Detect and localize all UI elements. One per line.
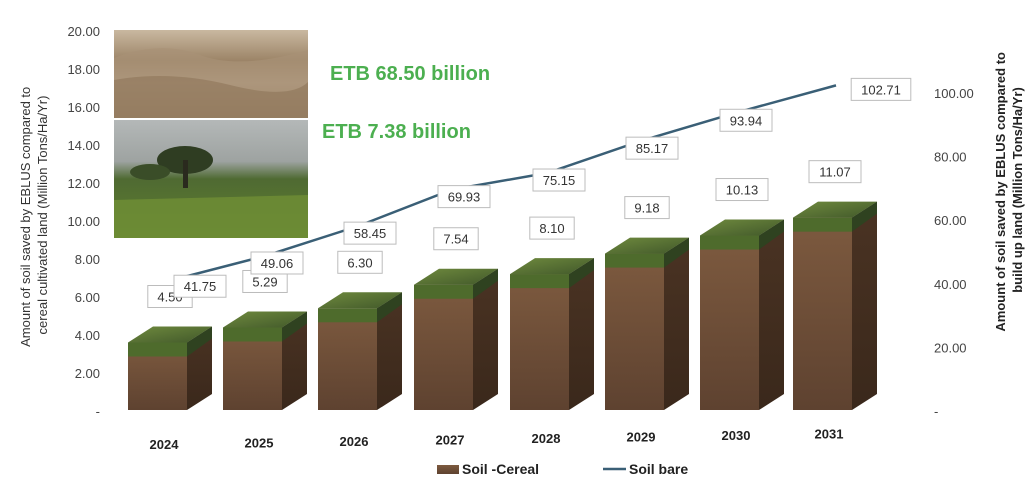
bar-series-soil-cereal: 4.50 5.29 6.30 7.54 8.10 9.18 10.13 11.07 bbox=[128, 160, 877, 410]
left-y-axis-title: Amount of soil saved by EBLUS compared t… bbox=[18, 83, 50, 347]
bar-data-label: 7.54 bbox=[443, 232, 468, 247]
y-tick-label: 2.00 bbox=[75, 366, 100, 381]
bar-data-label: 9.18 bbox=[634, 201, 659, 216]
line-series-soil-bare: 41.75 49.06 58.45 69.93 75.15 85.17 93.94 102.7… bbox=[173, 77, 912, 298]
y2-tick-label: 80.00 bbox=[934, 150, 967, 165]
y2-tick-label: 60.00 bbox=[934, 213, 967, 228]
y-tick-label: 10.00 bbox=[67, 214, 100, 229]
bar-data-label: 8.10 bbox=[539, 221, 564, 236]
bar-soil-cereal: 11.07 bbox=[793, 160, 877, 410]
x-tick-label: 2024 bbox=[150, 437, 180, 452]
x-tick-label: 2030 bbox=[722, 428, 751, 443]
bar-soil-cereal: 7.54 bbox=[414, 227, 498, 410]
y-tick-label: 8.00 bbox=[75, 252, 100, 267]
x-tick-label: 2028 bbox=[532, 431, 561, 446]
legend: Soil -Cereal Soil bare bbox=[437, 461, 688, 477]
svg-text:Soil bare: Soil bare bbox=[629, 461, 688, 477]
y-tick-label: 20.00 bbox=[67, 24, 100, 39]
cereal-field-photo bbox=[114, 120, 308, 238]
line-data-label: 49.06 bbox=[261, 256, 294, 271]
y2-tick-label: 100.00 bbox=[934, 86, 974, 101]
line-data-label: 93.94 bbox=[730, 113, 763, 128]
annotation-total-bare: ETB 68.50 billion bbox=[330, 63, 490, 85]
y2-tick-label: 40.00 bbox=[934, 277, 967, 292]
y2-tick-label: 20.00 bbox=[934, 340, 967, 355]
y-tick-label: 6.00 bbox=[75, 290, 100, 305]
bar-soil-cereal: 10.13 bbox=[700, 178, 784, 410]
line-data-label: 58.45 bbox=[354, 226, 387, 241]
bar-data-label: 5.29 bbox=[252, 274, 277, 289]
line-data-label: 41.75 bbox=[184, 279, 217, 294]
y-tick-label: 12.00 bbox=[67, 176, 100, 191]
y-tick-label: - bbox=[96, 404, 100, 419]
x-tick-label: 2027 bbox=[436, 433, 465, 448]
bar-soil-cereal: 5.29 bbox=[223, 269, 307, 410]
x-tick-label: 2025 bbox=[245, 436, 274, 451]
x-axis: 2024 2025 2026 2027 2028 2029 2030 2031 bbox=[150, 427, 844, 453]
bar-data-label: 11.07 bbox=[819, 165, 851, 180]
line-data-label: 102.71 bbox=[861, 82, 901, 97]
bar-soil-cereal: 6.30 bbox=[318, 250, 402, 410]
soil-bare-line bbox=[174, 84, 837, 281]
bare-soil-photo bbox=[114, 30, 308, 118]
y-tick-label: 18.00 bbox=[67, 62, 100, 77]
bar-soil-cereal: 9.18 bbox=[605, 196, 689, 410]
y-tick-label: 4.00 bbox=[75, 328, 100, 343]
line-data-label: 75.15 bbox=[543, 173, 576, 188]
legend-item-soil-bare: Soil bare bbox=[603, 461, 688, 477]
bar-soil-cereal: 4.50 bbox=[128, 285, 212, 410]
legend-item-soil-cereal: Soil -Cereal bbox=[437, 461, 539, 477]
right-y-axis-title: Amount of soil saved by EBLUS compared t… bbox=[993, 48, 1025, 331]
bar-soil-cereal: 8.10 bbox=[510, 216, 594, 410]
line-data-label: 69.93 bbox=[448, 190, 481, 205]
x-tick-label: 2026 bbox=[340, 434, 369, 449]
bar-data-label: 6.30 bbox=[347, 255, 372, 270]
svg-text:Soil -Cereal: Soil -Cereal bbox=[462, 461, 539, 477]
left-y-axis: - 2.00 4.00 6.00 8.00 10.00 12.00 14.00 16.00 18.… bbox=[67, 24, 100, 419]
x-tick-label: 2029 bbox=[627, 430, 656, 445]
x-tick-label: 2031 bbox=[815, 427, 844, 442]
line-data-label: 85.17 bbox=[636, 141, 669, 156]
annotation-total-cereal: ETB 7.38 billion bbox=[322, 121, 471, 143]
y-tick-label: 14.00 bbox=[67, 138, 100, 153]
y2-tick-label: - bbox=[934, 404, 938, 419]
right-y-axis: - 20.00 40.00 60.00 80.00 100.00 bbox=[934, 86, 974, 419]
y-tick-label: 16.00 bbox=[67, 100, 100, 115]
bar-data-label: 10.13 bbox=[726, 183, 759, 198]
